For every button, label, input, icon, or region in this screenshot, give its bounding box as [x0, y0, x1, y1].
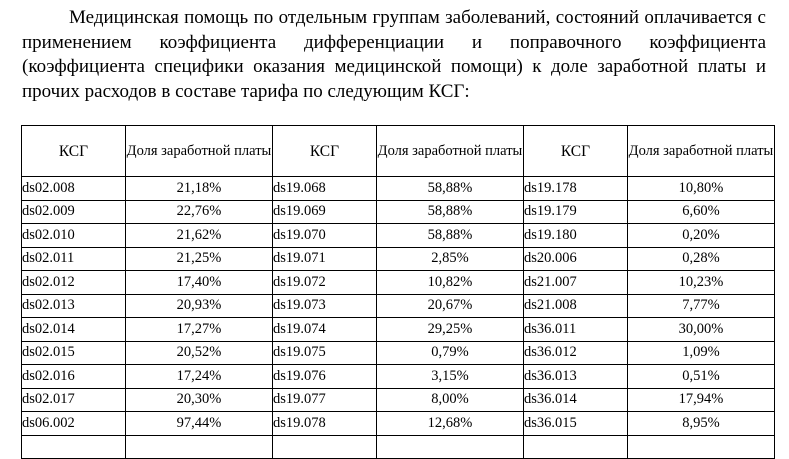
- salary-share-cell: 58,88%: [376, 199, 524, 224]
- intro-paragraph: Медицинская помощь по отдельным группам …: [22, 7, 766, 103]
- ksg-code-cell: ds19.069: [272, 199, 377, 224]
- salary-share-cell: 17,94%: [627, 387, 775, 412]
- header-ksg: КСГ: [523, 125, 628, 177]
- ksg-code-cell: ds36.012: [523, 340, 628, 365]
- ksg-code-cell: ds02.009: [21, 199, 126, 224]
- salary-share-cell: 6,60%: [627, 199, 775, 224]
- table-body: ds02.008 21,18% ds19.068 58,88% ds19.178 10,8…: [21, 176, 775, 459]
- ksg-code-cell: ds19.179: [523, 199, 628, 224]
- ksg-code-cell: ds19.070: [272, 223, 377, 248]
- salary-share-cell: 8,95%: [627, 411, 775, 436]
- salary-share-cell: 10,80%: [627, 176, 775, 201]
- table-row: ds02.017 20,30% ds19.077 8,00% ds36.014 17,94…: [21, 387, 775, 412]
- ksg-code-cell: ds19.078: [272, 411, 377, 436]
- salary-share-cell: 58,88%: [376, 176, 524, 201]
- table-row: ds02.010 21,62% ds19.070 58,88% ds19.180 0,20…: [21, 223, 775, 248]
- ksg-code-cell: ds19.073: [272, 293, 377, 318]
- salary-share-cell: 17,40%: [125, 270, 273, 295]
- ksg-code-cell: ds36.015: [523, 411, 628, 436]
- salary-share-cell: 97,44%: [125, 411, 273, 436]
- salary-share-cell: 20,67%: [376, 293, 524, 318]
- ksg-code-cell: ds02.011: [21, 246, 126, 271]
- ksg-code-cell: ds19.077: [272, 387, 377, 412]
- ksg-code-cell: ds02.015: [21, 340, 126, 365]
- salary-share-cell: 7,77%: [627, 293, 775, 318]
- ksg-share-table: КСГ Доля заработной платы КСГ Доля зараб…: [21, 125, 775, 459]
- table-row: ds06.002 97,44% ds19.078 12,68% ds36.015 8,95…: [21, 411, 775, 436]
- header-ksg: КСГ: [21, 125, 126, 177]
- table-row: ds02.011 21,25% ds19.071 2,85% ds20.006 0,28%: [21, 246, 775, 271]
- table-row: [21, 434, 775, 459]
- header-salary-share: Доля заработной платы: [125, 125, 273, 177]
- salary-share-cell: 17,24%: [125, 364, 273, 389]
- salary-share-cell: 0,51%: [627, 364, 775, 389]
- ksg-code-cell: ds19.071: [272, 246, 377, 271]
- salary-share-cell: 22,76%: [125, 199, 273, 224]
- ksg-code-cell: ds36.011: [523, 317, 628, 342]
- salary-share-cell: 21,25%: [125, 246, 273, 271]
- header-salary-share: Доля заработной платы: [376, 125, 524, 177]
- header-ksg: КСГ: [272, 125, 377, 177]
- ksg-code-cell: ds02.008: [21, 176, 126, 201]
- ksg-code-cell: ds36.013: [523, 364, 628, 389]
- salary-share-cell: 21,18%: [125, 176, 273, 201]
- salary-share-cell: 0,20%: [627, 223, 775, 248]
- table-row: ds02.009 22,76% ds19.069 58,88% ds19.179 6,60…: [21, 199, 775, 224]
- salary-share-cell: 20,93%: [125, 293, 273, 318]
- ksg-code-cell: ds02.016: [21, 364, 126, 389]
- ksg-code-cell: ds19.076: [272, 364, 377, 389]
- ksg-code-cell: ds02.014: [21, 317, 126, 342]
- table-row: ds02.013 20,93% ds19.073 20,67% ds21.008 7,77…: [21, 293, 775, 318]
- salary-share-cell: 12,68%: [376, 411, 524, 436]
- salary-share-cell: 8,00%: [376, 387, 524, 412]
- ksg-code-cell: [21, 434, 126, 459]
- ksg-code-cell: ds19.178: [523, 176, 628, 201]
- ksg-code-cell: ds02.017: [21, 387, 126, 412]
- salary-share-cell: 29,25%: [376, 317, 524, 342]
- ksg-code-cell: ds02.013: [21, 293, 126, 318]
- salary-share-cell: 20,52%: [125, 340, 273, 365]
- salary-share-cell: 10,82%: [376, 270, 524, 295]
- table-row: ds02.012 17,40% ds19.072 10,82% ds21.007 10,2…: [21, 270, 775, 295]
- ksg-code-cell: ds19.072: [272, 270, 377, 295]
- table-row: ds02.016 17,24% ds19.076 3,15% ds36.013 0,51%: [21, 364, 775, 389]
- salary-share-cell: [125, 434, 273, 459]
- ksg-code-cell: ds36.014: [523, 387, 628, 412]
- salary-share-cell: 3,15%: [376, 364, 524, 389]
- salary-share-cell: 10,23%: [627, 270, 775, 295]
- salary-share-cell: 2,85%: [376, 246, 524, 271]
- ksg-code-cell: [523, 434, 628, 459]
- salary-share-cell: 30,00%: [627, 317, 775, 342]
- table-row: ds02.015 20,52% ds19.075 0,79% ds36.012 1,09%: [21, 340, 775, 365]
- table-row: ds02.014 17,27% ds19.074 29,25% ds36.011 30,0…: [21, 317, 775, 342]
- table-row: ds02.008 21,18% ds19.068 58,88% ds19.178 10,8…: [21, 176, 775, 201]
- salary-share-cell: 0,79%: [376, 340, 524, 365]
- salary-share-cell: 0,28%: [627, 246, 775, 271]
- salary-share-cell: 17,27%: [125, 317, 273, 342]
- ksg-code-cell: ds19.068: [272, 176, 377, 201]
- ksg-code-cell: ds02.012: [21, 270, 126, 295]
- ksg-code-cell: ds21.008: [523, 293, 628, 318]
- ksg-code-cell: ds19.180: [523, 223, 628, 248]
- salary-share-cell: 1,09%: [627, 340, 775, 365]
- salary-share-cell: [376, 434, 524, 459]
- ksg-code-cell: [272, 434, 377, 459]
- salary-share-cell: 20,30%: [125, 387, 273, 412]
- header-salary-share: Доля заработной платы: [627, 125, 775, 177]
- ksg-code-cell: ds19.074: [272, 317, 377, 342]
- ksg-code-cell: ds20.006: [523, 246, 628, 271]
- ksg-code-cell: ds19.075: [272, 340, 377, 365]
- ksg-code-cell: ds06.002: [21, 411, 126, 436]
- salary-share-cell: 21,62%: [125, 223, 273, 248]
- table-header-row: КСГ Доля заработной платы КСГ Доля зараб…: [21, 125, 775, 177]
- ksg-code-cell: ds21.007: [523, 270, 628, 295]
- salary-share-cell: [627, 434, 775, 459]
- salary-share-cell: 58,88%: [376, 223, 524, 248]
- ksg-code-cell: ds02.010: [21, 223, 126, 248]
